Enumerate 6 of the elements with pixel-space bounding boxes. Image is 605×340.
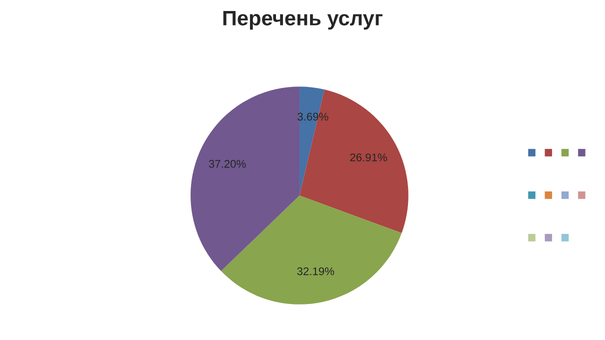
pie-slice <box>299 90 408 234</box>
data-label: 26.91% <box>350 153 387 162</box>
chart-title: Перечень услуг <box>223 10 382 30</box>
pie-slice <box>221 196 402 304</box>
data-label: 32.19% <box>297 267 334 276</box>
data-label: 37.20% <box>208 160 246 168</box>
